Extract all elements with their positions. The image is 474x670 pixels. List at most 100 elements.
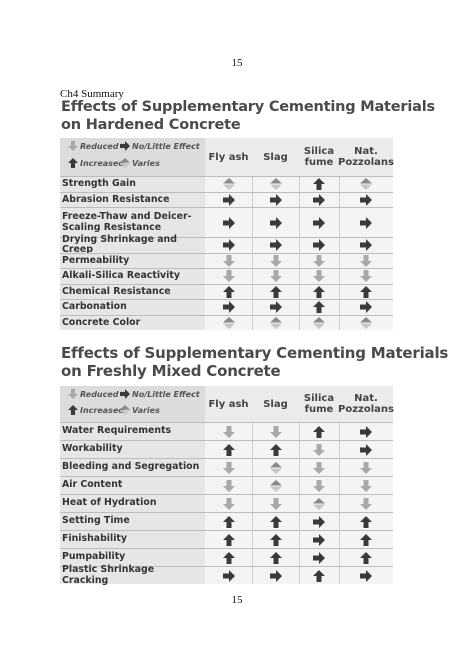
up-arrow-icon [222,285,235,298]
hardened-effects-table: Reduced No/Little Effect Increased Varie… [60,138,394,331]
row-label: Setting Time [62,515,130,527]
effect-cell [339,441,393,458]
column-divider [339,567,340,584]
effect-cell [339,495,393,512]
col-silica-fume: Silica fume [303,146,335,168]
row-label-background [60,177,205,192]
table-row: Permeability [60,252,393,269]
effect-cell [339,208,393,237]
right-arrow-icon [360,425,372,438]
effect-cell [339,459,393,476]
effect-cell [299,254,339,269]
section-label: Ch4 Summary [60,88,124,100]
reduced-arrow-icon [68,141,78,151]
fresh-title-line1: Effects of Supplementary Cementing Mater… [61,344,449,362]
row-label: Finishability [62,533,128,545]
up-arrow-icon [68,158,78,168]
column-divider [252,208,253,237]
row-label-background [60,192,205,207]
column-divider [299,423,300,440]
reduced-arrow-icon [269,497,282,510]
column-divider [299,441,300,458]
table-row: Finishability [60,530,393,548]
column-divider [339,253,340,268]
effect-cell [205,531,252,548]
right-arrow-icon [313,551,325,564]
right-arrow-icon [120,389,130,399]
hardened-title-line2: on Hardened Concrete [61,117,241,133]
right-arrow-icon [360,301,372,314]
right-arrow-icon [269,216,282,229]
effect-cell [339,567,393,584]
column-divider [252,238,253,253]
row-label: Alkali-Silica Reactivity [62,270,180,281]
table-row: Chemical Resistance [60,283,393,300]
effect-cell [299,567,339,584]
row-label-background [60,477,205,494]
column-divider [252,549,253,566]
effect-cell [205,423,252,440]
column-divider [299,549,300,566]
reduced-arrow-icon [360,270,372,283]
effect-cell [299,300,339,315]
table-row: Strength Gain [60,176,393,192]
varies-icon [360,178,372,191]
row-label-background [60,269,205,284]
up-arrow-icon [360,533,372,546]
effect-cell [252,285,299,300]
effect-cell [252,269,299,284]
column-divider [339,192,340,207]
reduced-arrow-icon [222,497,235,510]
right-arrow-icon [269,569,282,582]
effect-cell [205,495,252,512]
effect-cell [299,316,339,331]
effect-cell [299,269,339,284]
varies-icon [313,497,325,510]
up-arrow-icon [222,533,235,546]
table-row: Plastic Shrinkage Cracking [60,564,393,585]
row-label: Freeze-Thaw and Deicer-Scaling Resistanc… [62,211,192,233]
column-divider [252,567,253,584]
effect-cell [205,300,252,315]
effect-cell [299,423,339,440]
effect-cell [339,269,393,284]
right-arrow-icon [222,216,235,229]
legend-increased: Increased [68,405,124,415]
varies-icon [222,316,235,329]
varies-icon [360,316,372,329]
column-divider [339,477,340,494]
reduced-arrow-icon [313,461,325,474]
column-divider [339,284,340,299]
effect-cell [252,208,299,237]
varies-icon [120,158,130,168]
effect-cell [299,285,339,300]
legend-varies: Varies [120,158,160,168]
reduced-arrow-icon [360,461,372,474]
legend-reduced: Reduced [68,389,119,399]
up-arrow-icon [313,301,325,314]
effect-cell [205,316,252,331]
reduced-arrow-icon [313,254,325,267]
col-fly-ash: Fly ash [208,398,249,410]
legend-increased: Increased [68,158,124,168]
effect-cell [299,441,339,458]
legend-reduced-label: Reduced [80,141,119,151]
up-arrow-icon [222,515,235,528]
column-divider [252,495,253,512]
effect-cell [205,459,252,476]
legend-no-little-label: No/Little Effect [132,141,200,151]
reduced-arrow-icon [222,270,235,283]
column-divider [252,459,253,476]
row-label: Heat of Hydration [62,497,157,509]
column-divider [252,177,253,192]
up-arrow-icon [68,405,78,415]
right-arrow-icon [313,193,325,206]
column-divider [299,177,300,192]
col-fly-ash: Fly ash [208,151,249,163]
reduced-arrow-icon [222,425,235,438]
up-arrow-icon [269,285,282,298]
column-divider [252,192,253,207]
effect-cell [299,531,339,548]
effect-cell [252,238,299,253]
varies-icon [269,479,282,492]
